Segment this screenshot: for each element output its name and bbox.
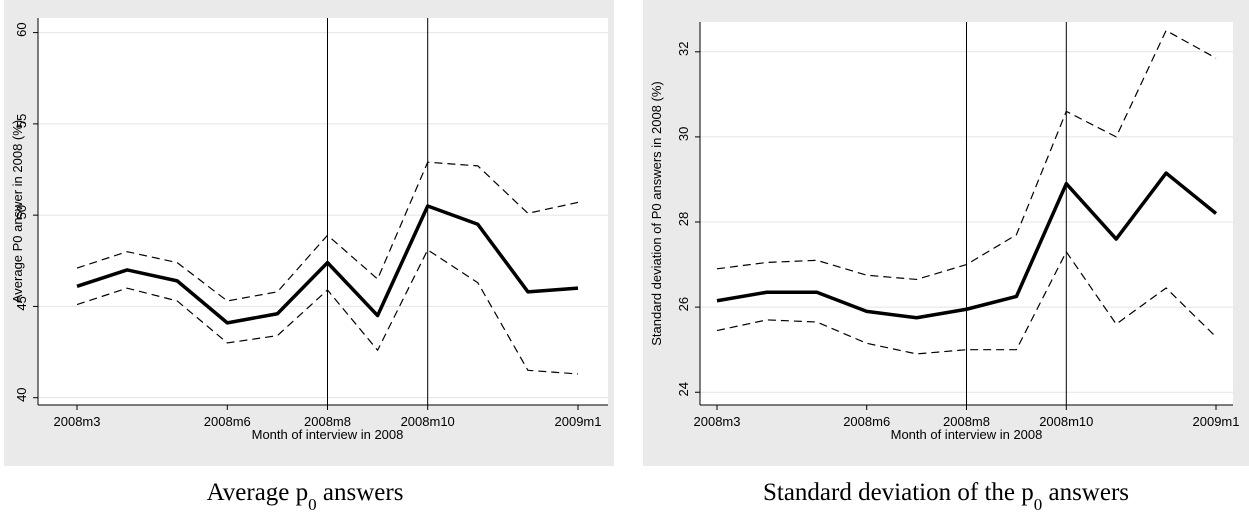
caption: Average p0 answers [207,479,404,512]
caption-subscript: 0 [308,495,317,513]
y-tick-label: 24 [676,382,691,396]
x-tick-label: 2008m6 [204,414,251,429]
y-tick-label: 26 [676,297,691,311]
series-line [76,161,579,302]
caption-text: answers [317,479,404,506]
y-tick-label: 55 [14,114,29,128]
y-tick-label: 32 [676,42,691,56]
x-tick-label: 2009m1 [1193,414,1240,429]
x-tick-label: 2008m8 [304,414,351,429]
y-tick-label: 30 [676,127,691,141]
panel: 24 26 28 30 32 2008m3 2008m6 2008m8 2008m10 2009m… [643,0,1249,466]
x-tick-label: 2008m6 [843,414,890,429]
y-tick-label: 60 [14,22,29,36]
series-line [716,251,1217,355]
x-tick-label: 2009m1 [555,414,602,429]
x-axis-title: Month of interview in 2008 [252,427,404,442]
x-tick-label: 2008m3 [694,414,741,429]
panel: 40 45 50 55 60 2008m3 2008m6 2008m8 2008m10 2009m… [4,0,614,466]
caption-subscript: 0 [1034,495,1043,513]
caption: Standard deviation of the p0 answers [763,479,1129,512]
y-tick-label: 45 [14,296,29,310]
y-tick-label: 50 [14,205,29,219]
plot-area [38,18,608,405]
x-tick-label: 2008m10 [1039,414,1093,429]
y-axis-title: Standard deviation of P0 answers in 2008… [649,81,664,346]
series-line [76,204,579,325]
series-line [76,249,579,375]
y-tick-label: 28 [676,212,691,226]
x-tick-label: 2008m8 [943,414,990,429]
caption-text: answers [1042,479,1129,506]
x-axis-title: Month of interview in 2008 [891,427,1043,442]
series-line [716,29,1217,281]
y-tick-label: 40 [14,387,29,401]
caption-text: Average p [207,479,309,506]
x-tick-label: 2008m3 [54,414,101,429]
x-tick-label: 2008m10 [401,414,455,429]
series-line [716,171,1218,320]
caption-text: Standard deviation of the p [763,479,1034,506]
y-axis-title: Average P0 answer in 2008 (%) [10,120,25,303]
